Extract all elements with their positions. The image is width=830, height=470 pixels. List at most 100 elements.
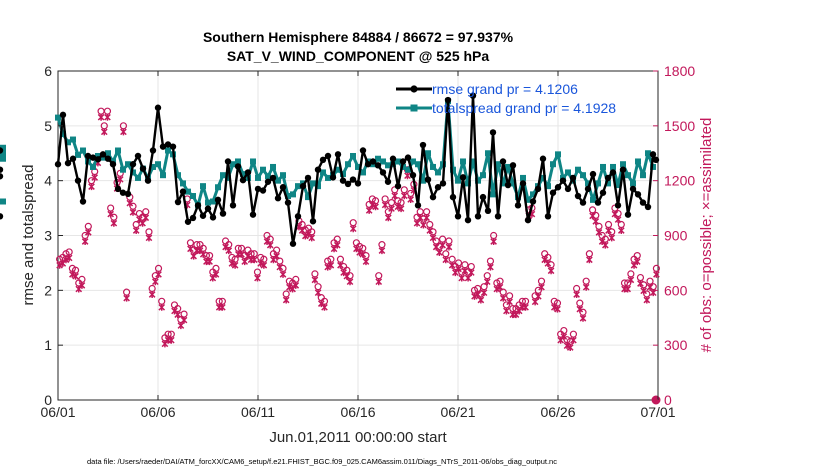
totalspread-point (545, 183, 551, 190)
y-right-tick-label: 1200 (664, 173, 695, 189)
rmse-point (584, 185, 592, 193)
rmse-point (369, 158, 377, 165)
totalspread-point (600, 163, 606, 170)
legend-spread-label: totalspread grand pr = 4.1928 (432, 100, 616, 116)
obs-assimilated-point (397, 205, 405, 213)
rmse-point (0, 173, 4, 180)
obs-assimilated-point (487, 263, 494, 271)
totalspread-point (565, 169, 571, 176)
obs-assimilated-point (65, 254, 73, 262)
totalspread-point (610, 163, 616, 170)
rmse-point (409, 171, 417, 179)
rmse-point (389, 155, 397, 162)
obs-assimilated-point (282, 296, 290, 304)
obs-assimilated-point (499, 294, 507, 302)
totalspread-point (555, 151, 561, 158)
obs-assimilated-point (566, 344, 574, 352)
totalspread-point (235, 158, 241, 165)
rmse-point (619, 166, 627, 173)
rmse-point (244, 169, 252, 176)
obs-assimilated-point (110, 219, 118, 227)
totalspread-point (375, 155, 381, 162)
rmse-point (444, 96, 452, 104)
obs-assimilated-point (531, 298, 539, 306)
rmse-point (549, 189, 557, 196)
totalspread-point (580, 172, 586, 179)
totalspread-point (645, 150, 651, 157)
totalspread-point (355, 163, 361, 170)
rmse-point (124, 190, 132, 198)
obs-assimilated-point (375, 278, 383, 286)
obs-assimilated-point (333, 241, 341, 249)
obs-assimilated-point (62, 256, 70, 264)
totalspread-point (360, 169, 366, 176)
totalspread-point (65, 139, 71, 146)
totalspread-point (395, 158, 401, 165)
y-right-axis-ticks: 0 300 600 900 1200 1500 1800 (653, 63, 695, 408)
totalspread-point (165, 147, 171, 154)
obs-assimilated-point (260, 261, 268, 269)
totalspread-point (465, 180, 471, 187)
totalspread-point (215, 184, 221, 191)
obs-assimilated-point (123, 294, 130, 302)
rmse-point (524, 216, 532, 224)
obs-assimilated-point (471, 292, 478, 300)
obs-assimilated-point (231, 261, 239, 269)
totalspread-point (0, 150, 6, 157)
obs-assimilated-point (155, 270, 162, 278)
rmse-point (634, 191, 642, 198)
rmse-point (189, 214, 197, 222)
rmse-point (534, 185, 542, 193)
rmse-point (224, 158, 232, 165)
rmse-point (479, 193, 487, 201)
obs-assimilated-point (279, 270, 287, 278)
obs-assimilated-point (483, 278, 491, 286)
y-right-axis-label: # of obs: o=possible; ×=assimilated (698, 118, 715, 353)
rmse-point (294, 213, 302, 220)
obs-assimilated-point (653, 270, 660, 278)
obs-assimilated-point (372, 203, 379, 211)
obs-assimilated-point (142, 214, 150, 222)
totalspread-point (460, 158, 466, 165)
obs-assimilated-point (266, 241, 274, 249)
obs-assimilated-point (120, 128, 127, 136)
rmse-point (69, 155, 77, 162)
obs-assimilated-point (158, 303, 166, 311)
obs-assimilated-point (467, 269, 475, 277)
legend-spread-marker (410, 104, 418, 112)
rmse-point (214, 196, 222, 204)
totalspread-point (135, 174, 141, 181)
rmse-point (0, 147, 4, 154)
obs-assimilated-point (104, 113, 111, 121)
rmse-point (474, 213, 482, 220)
totalspread-point (415, 161, 421, 168)
rmse-point (554, 184, 562, 191)
x-tick-label: 06/21 (440, 404, 475, 420)
obs-assimilated-point (490, 238, 497, 245)
totalspread-point (95, 152, 101, 159)
rmse-point (94, 156, 102, 163)
obs-assimilated-point (522, 303, 529, 311)
totalspread-point (120, 166, 126, 173)
totalspread-point (450, 166, 456, 173)
totalspread-point (495, 161, 501, 168)
obs-assimilated-point (362, 258, 370, 266)
rmse-point (519, 180, 527, 187)
rmse-point (624, 211, 632, 218)
obs-assimilated-point (206, 258, 213, 266)
obs-assimilated-point (624, 285, 632, 293)
obs-assimilated-point (534, 292, 542, 300)
rmse-point (179, 188, 187, 195)
rmse-point (104, 155, 112, 162)
totalspread-point (405, 166, 411, 173)
totalspread-point (430, 163, 436, 170)
rmse-point (304, 174, 312, 182)
rmse-point (529, 198, 537, 205)
obs-assimilated-point (250, 256, 258, 264)
legend-rmse-label: rmse grand pr = 4.1206 (432, 81, 578, 97)
y-axis-ticks: 0 1 2 3 4 5 6 (44, 63, 63, 408)
obs-assimilated-point (365, 206, 373, 214)
rmse-point (604, 174, 612, 182)
totalspread-point (575, 166, 581, 173)
